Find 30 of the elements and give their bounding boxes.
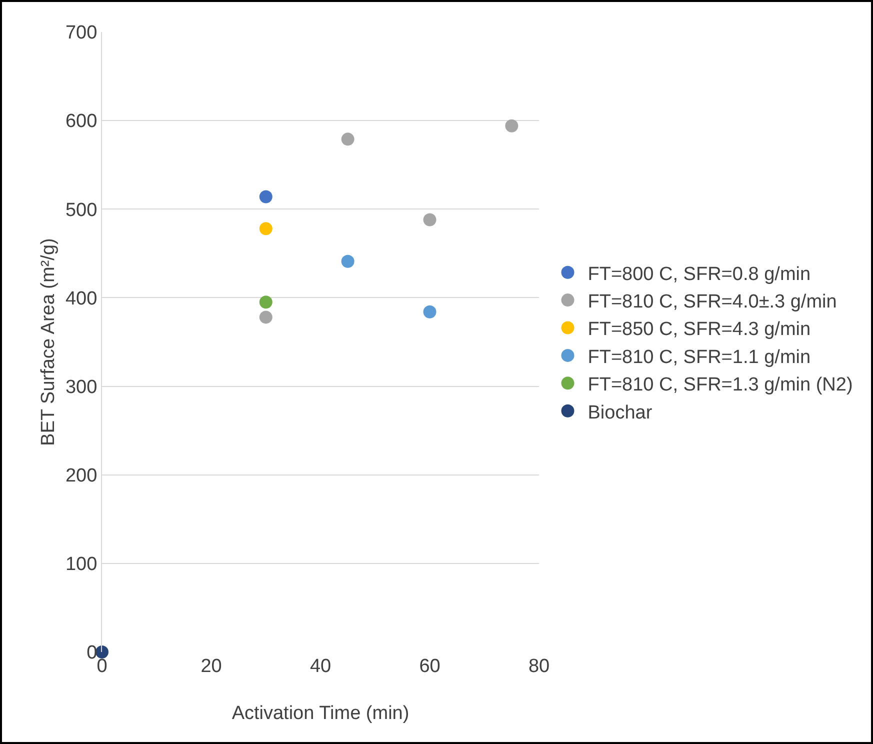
point (259, 310, 272, 324)
y-tick-label: 300 (65, 376, 98, 398)
legend-label: Biochar (588, 402, 653, 424)
legend-label: FT=850 C, SFR=4.3 g/min (588, 319, 811, 340)
legend-label: FT=810 C, SFR=1.1 g/min (588, 346, 811, 368)
point (96, 646, 108, 658)
point (341, 132, 354, 146)
legend-label: FT=810 C, SFR=1.3 g/min (N2) (588, 374, 853, 396)
point (259, 222, 272, 236)
legend-label: FT=810 C, SFR=4.0±.3 g/min (588, 291, 837, 312)
x-tick-label: 40 (310, 656, 332, 677)
x-tick-label: 60 (419, 656, 440, 677)
y-tick-label: 600 (65, 111, 98, 132)
point (423, 213, 436, 226)
point (259, 296, 272, 309)
y-tick-label: 100 (65, 554, 98, 576)
point (423, 305, 436, 318)
x-axis-title: Activation Time (min) (232, 703, 410, 724)
point (259, 190, 272, 204)
y-tick-label: 0 (86, 642, 98, 664)
point (505, 119, 518, 132)
y-tick-label: 200 (65, 466, 98, 487)
x-tick-label: 80 (528, 656, 550, 677)
y-axis-title: BET Surface Area (m²/g) (38, 238, 59, 446)
y-tick-label: 700 (65, 22, 98, 44)
point (341, 254, 354, 268)
legend-label: FT=800 C, SFR=0.8 g/min (588, 264, 811, 285)
y-tick-label: 400 (65, 288, 98, 310)
x-tick-label: 20 (200, 656, 222, 677)
y-tick-label: 500 (65, 200, 98, 221)
